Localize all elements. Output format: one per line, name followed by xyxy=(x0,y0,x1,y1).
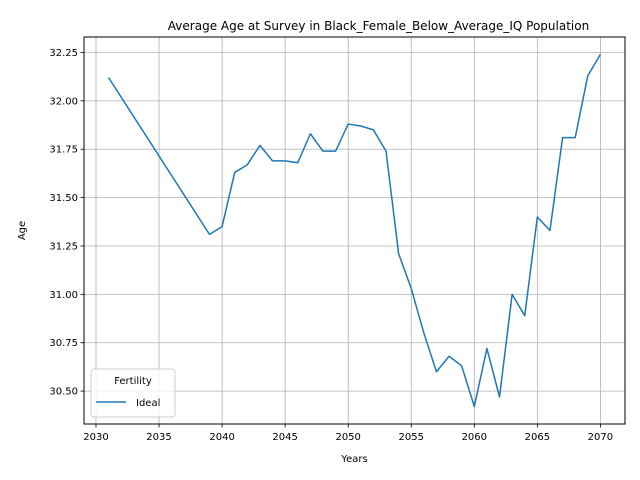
legend-title: Fertility xyxy=(114,376,152,387)
x-tick-label: 2050 xyxy=(335,432,360,443)
legend: Fertility Ideal xyxy=(90,368,176,418)
y-tick-label: 30.75 xyxy=(49,338,78,349)
grid-lines xyxy=(84,37,625,424)
x-tick-label: 2040 xyxy=(209,432,234,443)
axis-ticks: 2030 2035 2040 2045 2050 2055 2060 2065 2070 30.5… xyxy=(49,48,613,443)
y-tick-label: 31.25 xyxy=(49,241,78,252)
y-axis-label: Age xyxy=(17,221,28,240)
y-tick-label: 31.50 xyxy=(49,193,78,204)
x-tick-label: 2055 xyxy=(399,432,424,443)
y-tick-label: 32.25 xyxy=(49,48,78,59)
x-tick-label: 2035 xyxy=(146,432,171,443)
x-tick-label: 2030 xyxy=(83,432,108,443)
x-axis-label: Years xyxy=(340,454,367,465)
series-layer xyxy=(107,54,602,408)
y-tick-label: 31.75 xyxy=(49,145,78,156)
legend-label-ideal: Ideal xyxy=(136,398,160,409)
y-tick-label: 31.00 xyxy=(49,290,78,301)
legend-box xyxy=(90,368,176,418)
x-tick-label: 2060 xyxy=(462,432,487,443)
y-tick-label: 30.50 xyxy=(49,387,78,398)
x-tick-label: 2070 xyxy=(588,432,613,443)
plot-frame xyxy=(83,36,626,425)
x-tick-label: 2065 xyxy=(525,432,550,443)
x-tick-label: 2045 xyxy=(272,432,297,443)
chart-title: Average Age at Survey in Black_Female_Be… xyxy=(168,19,589,33)
y-tick-label: 32.00 xyxy=(49,96,78,107)
series-line-ideal xyxy=(107,54,602,408)
